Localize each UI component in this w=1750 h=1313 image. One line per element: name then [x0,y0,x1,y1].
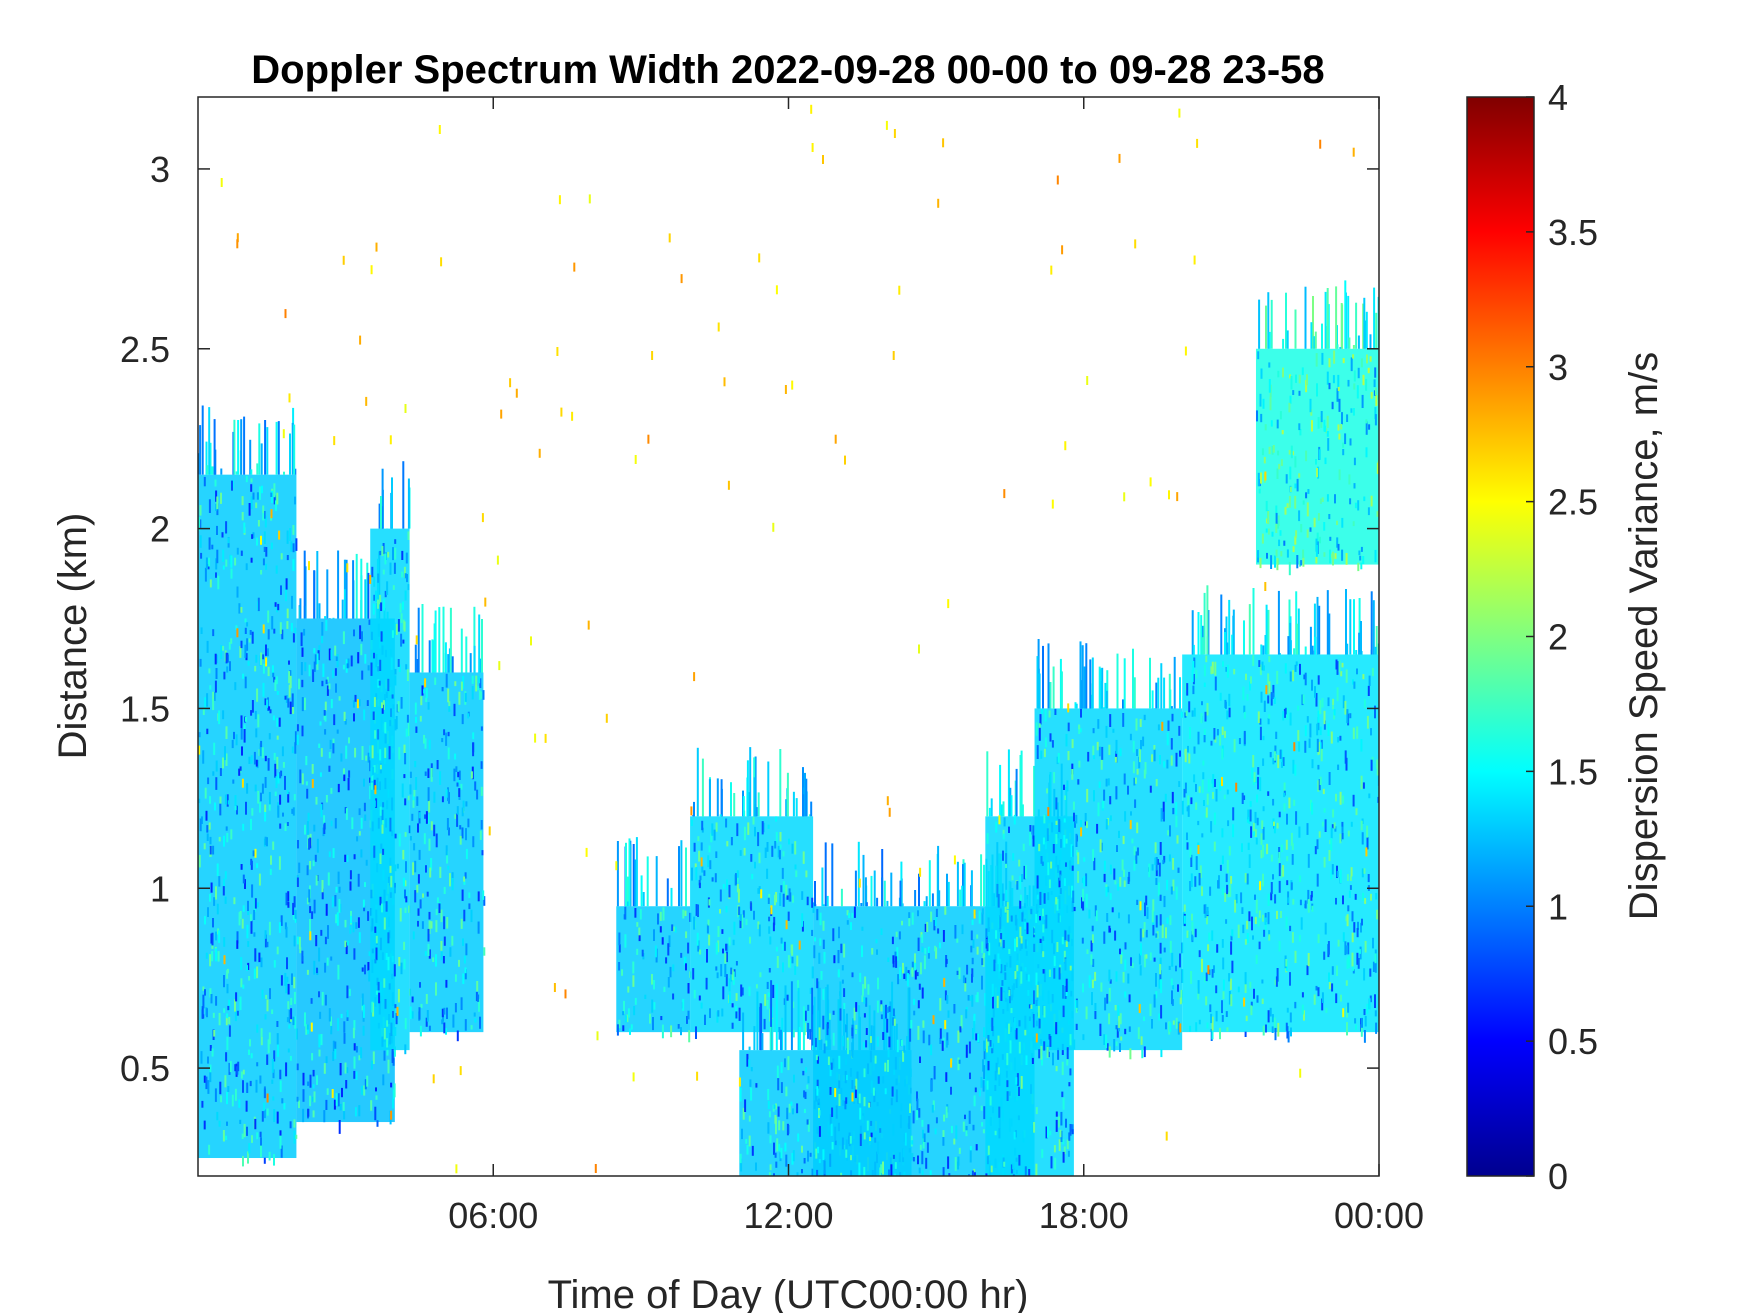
echo-region [690,747,815,1040]
echo-region [409,604,486,1042]
y-tick-label: 2.5 [120,329,170,370]
colorbar-tick-label: 2 [1548,617,1568,658]
y-tick-label: 2 [150,509,170,550]
colorbar-tick-label: 2.5 [1548,482,1598,523]
echo-region [1255,280,1379,576]
x-tick-label: 18:00 [1039,1195,1129,1236]
colorbar-tick-label: 0.5 [1548,1021,1598,1062]
colorbar-ticks: 0 0.5 1 1.5 2 2.5 3 3.5 4 [1526,77,1598,1197]
heatmap-layer [198,104,1379,1176]
echo-region [616,837,692,1043]
x-tick-label: 00:00 [1334,1195,1424,1236]
y-axis-ticks: 0.5 1 1.5 2 2.5 3 [120,149,1379,1089]
x-tick-label: 12:00 [743,1195,833,1236]
colorbar-tick-label: 1 [1548,886,1568,927]
echo-region [198,405,298,1167]
x-tick-label: 06:00 [448,1195,538,1236]
echo-region [1034,639,1184,1060]
colorbar-tick-label: 0 [1548,1156,1568,1197]
colorbar [1466,96,1535,1177]
colorbar-tick-label: 4 [1548,77,1568,118]
colorbar-tick-label: 1.5 [1548,751,1598,792]
chart-title: Doppler Spectrum Width 2022-09-28 00-00 … [251,48,1324,92]
echo-region [1182,585,1379,1043]
colorbar-tick-label: 3.5 [1548,212,1598,253]
x-axis-label: Time of Day (UTC00:00 hr) [548,1273,1029,1313]
echo-region [370,461,412,1063]
y-tick-label: 0.5 [120,1048,170,1089]
y-tick-label: 1.5 [120,688,170,729]
y-axis-label: Distance (km) [51,513,95,760]
colorbar-tick-label: 3 [1548,347,1568,388]
x-axis-ticks: 06:00 12:00 18:00 00:00 [448,97,1424,1236]
y-tick-label: 1 [150,868,170,909]
colorbar-label: Dispersion Speed Variance, m/s [1622,352,1666,920]
noise-speckles [198,104,1368,1174]
y-tick-label: 3 [150,149,170,190]
